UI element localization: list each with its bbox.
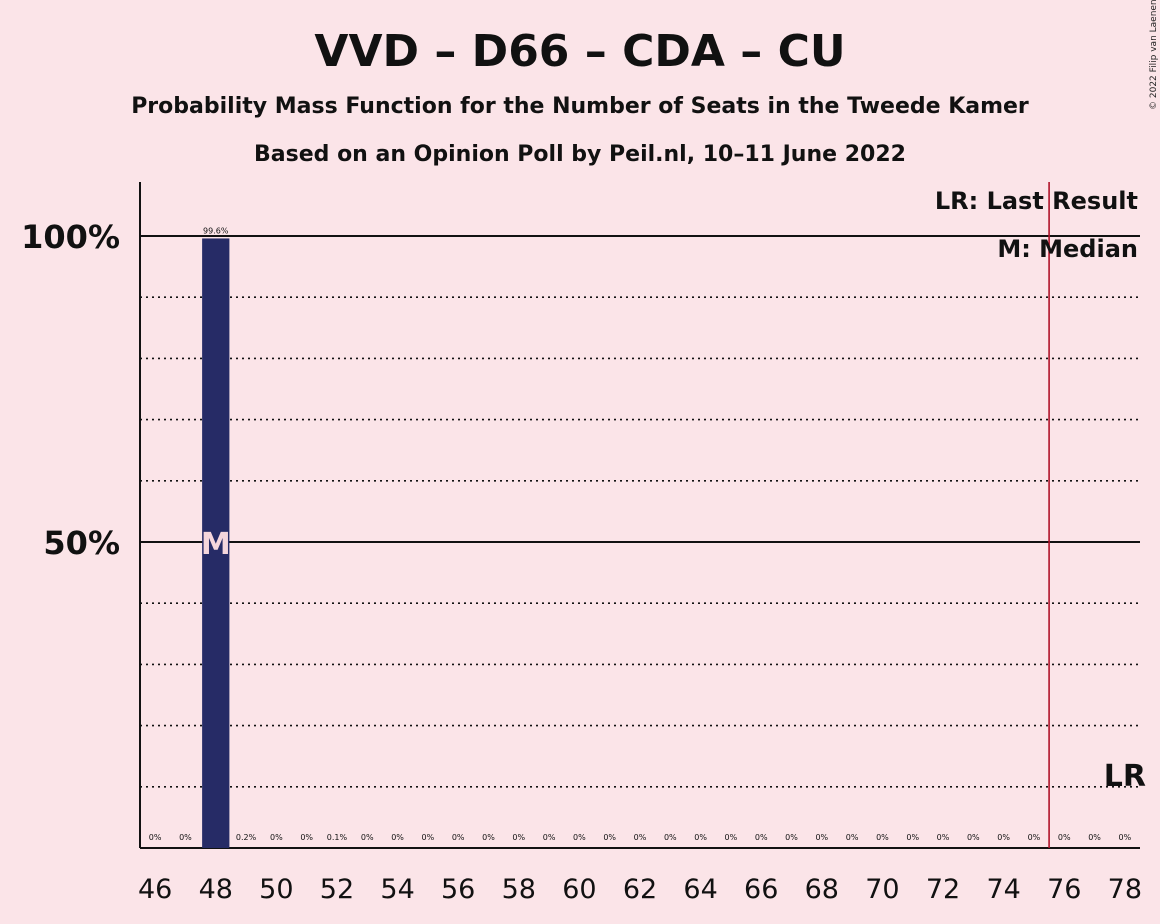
legend-median: M: Median	[997, 235, 1138, 263]
y-tick-50: 50%	[43, 524, 120, 562]
bar-label-70: 0%	[876, 833, 889, 842]
bar-label-75: 0%	[1028, 833, 1041, 842]
bar-label-66: 0%	[755, 833, 768, 842]
bar-label-76: 0%	[1058, 833, 1071, 842]
x-tick-60: 60	[562, 874, 596, 905]
bar-label-74: 0%	[997, 833, 1010, 842]
axes	[139, 182, 1140, 849]
bar-label-58: 0%	[512, 833, 525, 842]
chart-source-line: Based on an Opinion Poll by Peil.nl, 10–…	[254, 142, 906, 167]
bar-label-63: 0%	[664, 833, 677, 842]
x-tick-68: 68	[805, 874, 839, 905]
bar-label-77: 0%	[1088, 833, 1101, 842]
bar-value-labels: 0% 0% 99.6% 0.2% 0% 0% 0.1% 0% 0% 0% 0% 0% 0% 0% 0% 0% 0…	[149, 226, 1132, 842]
bar-label-68: 0%	[815, 833, 828, 842]
x-tick-64: 64	[683, 874, 717, 905]
x-tick-62: 62	[623, 874, 657, 905]
bar-label-52: 0.1%	[327, 833, 348, 842]
y-axis-ticks: 50% 100%	[21, 218, 120, 562]
bar-label-53: 0%	[361, 833, 374, 842]
last-result-marker: LR	[1104, 759, 1146, 794]
bar-48	[202, 238, 230, 848]
bar-label-65: 0%	[725, 833, 738, 842]
bar-label-67: 0%	[785, 833, 798, 842]
x-tick-54: 54	[380, 874, 414, 905]
x-tick-74: 74	[986, 874, 1020, 905]
bar-label-50: 0%	[270, 833, 283, 842]
bar-label-54: 0%	[391, 833, 404, 842]
x-tick-48: 48	[199, 874, 233, 905]
x-tick-66: 66	[744, 874, 778, 905]
bar-label-59: 0%	[543, 833, 556, 842]
chart-title: VVD – D66 – CDA – CU	[314, 26, 845, 77]
bar-label-69: 0%	[846, 833, 859, 842]
gridlines	[140, 235, 1140, 788]
bar-label-73: 0%	[967, 833, 980, 842]
bar-label-56: 0%	[452, 833, 465, 842]
bar-label-55: 0%	[422, 833, 435, 842]
bar-label-71: 0%	[906, 833, 919, 842]
x-tick-70: 70	[865, 874, 899, 905]
bar-label-46: 0%	[149, 833, 162, 842]
x-axis-ticks: 46 48 50 52 54 56 58 60 62 64 66 68 70 72 74 76 78	[138, 874, 1142, 905]
x-tick-58: 58	[502, 874, 536, 905]
copyright-note: © 2022 Filip van Laenen	[1149, 0, 1159, 110]
x-tick-72: 72	[926, 874, 960, 905]
bar-label-61: 0%	[603, 833, 616, 842]
chart-subtitle: Probability Mass Function for the Number…	[131, 94, 1029, 119]
bar-label-47: 0%	[179, 833, 192, 842]
bar-label-62: 0%	[634, 833, 647, 842]
median-marker: M	[201, 527, 231, 562]
x-tick-56: 56	[441, 874, 475, 905]
bar-label-72: 0%	[937, 833, 950, 842]
y-tick-100: 100%	[21, 218, 120, 256]
bar-label-48: 99.6%	[203, 226, 229, 235]
x-tick-76: 76	[1047, 874, 1081, 905]
bar-label-49: 0.2%	[236, 833, 257, 842]
bars	[202, 238, 230, 848]
legend-last-result: LR: Last Result	[935, 187, 1138, 215]
x-tick-50: 50	[259, 874, 293, 905]
x-tick-78: 78	[1108, 874, 1142, 905]
bar-label-64: 0%	[694, 833, 707, 842]
bar-label-78: 0%	[1118, 833, 1131, 842]
bar-label-57: 0%	[482, 833, 495, 842]
x-tick-52: 52	[320, 874, 354, 905]
bar-label-51: 0%	[300, 833, 313, 842]
bar-label-60: 0%	[573, 833, 586, 842]
x-tick-46: 46	[138, 874, 172, 905]
